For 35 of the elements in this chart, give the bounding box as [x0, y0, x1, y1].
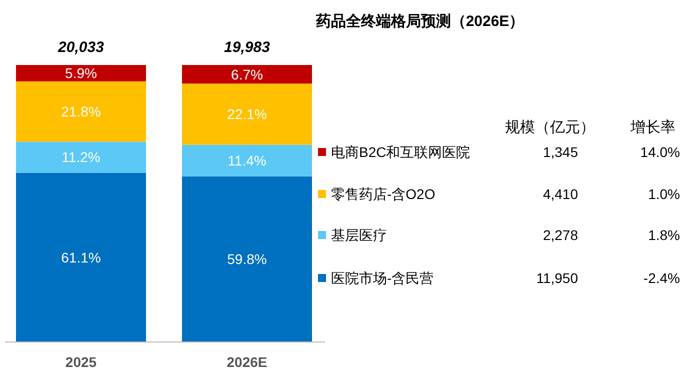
bar — [182, 65, 312, 84]
text: 规模（亿元） — [505, 119, 595, 136]
text: 11,950 — [536, 270, 578, 286]
bar — [182, 84, 312, 145]
bar — [182, 144, 312, 176]
legend-label: 医院市场-含民营 — [331, 270, 434, 286]
annotation: 20,033 — [57, 39, 105, 56]
legend-label: 电商B2C和互联网医院 — [331, 144, 470, 160]
data-label: 21.8% — [61, 104, 101, 120]
text: 1.8% — [648, 227, 680, 243]
x-tick-label: 2026E — [226, 354, 268, 370]
bar — [182, 176, 312, 342]
legend-label: 零售药店-含O2O — [331, 186, 436, 202]
bar — [16, 81, 146, 142]
x-tick-label: 2025 — [65, 354, 97, 370]
text: 药品全终端格局预测（2026E） — [314, 13, 524, 30]
data-label: 11.4% — [228, 152, 266, 169]
text: -2.4% — [643, 270, 680, 286]
text: 1.0% — [648, 186, 680, 202]
data-label: 5.9% — [65, 65, 97, 82]
text: 增长率 — [630, 119, 676, 136]
bar — [16, 142, 146, 173]
bar — [16, 65, 146, 82]
legend-label: 基层医疗 — [331, 227, 387, 243]
data-label: 6.7% — [231, 66, 263, 82]
data-label: 59.8% — [227, 251, 267, 268]
data-label: 22.1% — [227, 106, 267, 122]
text: 14.0% — [640, 144, 680, 160]
bar — [16, 172, 146, 342]
data-label: 11.2% — [62, 149, 100, 166]
text: 1,345 — [542, 144, 578, 160]
annotation: 19,983 — [224, 39, 271, 56]
text: 2,278 — [542, 227, 578, 243]
data-label: 61.1% — [61, 249, 101, 266]
text: 4,410 — [542, 186, 578, 202]
